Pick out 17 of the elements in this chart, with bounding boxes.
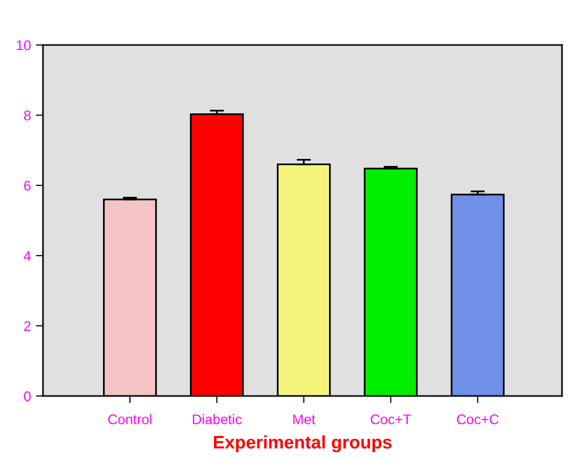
bar (450, 194, 505, 396)
bar (190, 113, 244, 396)
y-tick-label: 4 (24, 251, 31, 261)
x-tick-label: Coc+T (370, 414, 412, 424)
x-axis-title: Experimental groups (214, 435, 392, 452)
bar (103, 198, 157, 396)
y-tick-label: 10 (16, 40, 31, 50)
x-tick-label: Diabetic (192, 414, 242, 424)
y-tick-label: 0 (24, 391, 31, 402)
x-tick-label: Met (293, 414, 316, 424)
x-tick-label: Coc+C (456, 414, 499, 424)
y-tick-label: 2 (24, 321, 30, 331)
y-tick-label: 8 (24, 110, 31, 120)
x-tick-label: Control (108, 414, 152, 424)
bar (364, 168, 418, 396)
y-tick-label: 6 (24, 180, 31, 191)
bar (276, 164, 331, 396)
